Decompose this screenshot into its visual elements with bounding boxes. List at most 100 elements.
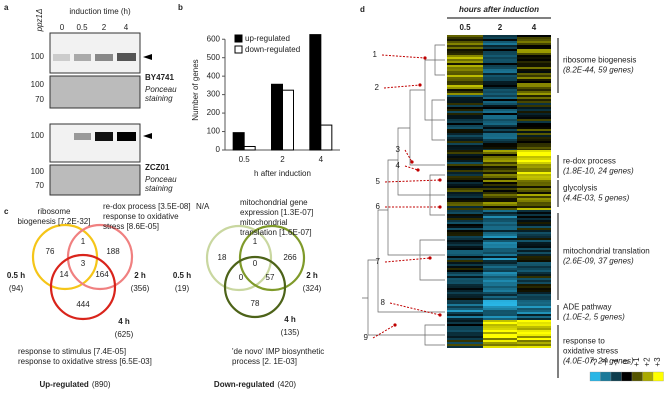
set-count: (356) [131,284,150,293]
heatmap-row [517,252,551,254]
heatmap-row [447,172,483,174]
heatmap-row [483,248,517,250]
heatmap-row [483,208,517,210]
heatmap-row [483,129,517,131]
heatmap-row [517,280,551,282]
heatmap-row [517,49,551,51]
y-tick-label: 600 [207,34,221,43]
heatmap-row [447,176,483,178]
heatmap-row [483,192,517,194]
heatmap-row [517,320,551,322]
heatmap-row [483,111,517,113]
go-term: response to oxidative stress [6.5E-03] [18,357,152,366]
heatmap-row [447,89,483,91]
heatmap-row [447,121,483,123]
go-term: re-dox process [3.5E-08] [103,202,191,211]
heatmap-row [447,286,483,288]
scale-swatch [642,371,654,382]
scale-swatch [600,371,612,382]
cluster-arrowhead [428,256,432,260]
heatmap-row [447,224,483,226]
heatmap-row [483,119,517,121]
heatmap-row [483,131,517,133]
heatmap-row [447,208,483,210]
heatmap-row [483,336,517,338]
y-tick-label: 500 [207,53,221,62]
heatmap-row [447,71,483,73]
marker: 100 [31,131,45,140]
heatmap-row [483,310,517,312]
heatmap-row [447,268,483,270]
heatmap-row [517,242,551,244]
heatmap-row [483,312,517,314]
bar [232,132,245,151]
y-axis-label: Number of genes [191,59,200,120]
heatmap-row [483,186,517,188]
heatmap-row [483,346,517,348]
region-count: 57 [266,273,275,282]
scale-label: -1 [611,358,620,366]
region-count: 78 [251,299,260,308]
heatmap-row [483,332,517,334]
heatmap-row [483,41,517,43]
heatmap-row [483,174,517,176]
heatmap-row [517,67,551,69]
heatmap-row [483,147,517,149]
heatmap-row [517,208,551,210]
set-count: (324) [303,284,322,293]
heatmap-row [517,306,551,308]
heatmap-row [447,326,483,328]
x-tick-label: 2 [280,155,285,164]
heatmap-row [447,292,483,294]
heatmap-row [447,133,483,135]
heatmap-row [483,302,517,304]
heatmap-row [517,338,551,340]
heatmap-row [517,198,551,200]
heatmap-row [517,57,551,59]
heatmap-row [447,162,483,164]
heatmap-row [447,127,483,129]
heatmap-row [483,164,517,166]
heatmap-row [517,286,551,288]
heatmap-row [483,314,517,316]
heatmap-row [517,93,551,95]
heatmap-row [447,206,483,208]
heatmap-row [447,246,483,248]
heatmap-row [447,83,483,85]
region-count: 1 [253,237,258,246]
annotation-term: ribosome biogenesis [563,56,636,65]
ponceau-label: Ponceau [145,85,177,94]
heatmap-row [517,77,551,79]
heatmap-row [483,43,517,45]
region-count: 14 [60,270,69,279]
heatmap-row [447,41,483,43]
heatmap-row [517,119,551,121]
heatmap-row [447,276,483,278]
heatmap-row [447,318,483,320]
bar [320,124,333,151]
heatmap-row [447,202,483,204]
set-name: 0.5 h [7,271,25,280]
heatmap-row [483,328,517,330]
heatmap-row [447,284,483,286]
heatmap-row [447,160,483,162]
heatmap-row [447,91,483,93]
heatmap-row [483,133,517,135]
heatmap-row [447,294,483,296]
set-count: (625) [115,330,134,339]
heatmap-row [517,302,551,304]
venn-set [238,224,306,292]
heatmap-row [483,168,517,170]
heatmap-row [517,117,551,119]
heatmap-row [483,109,517,111]
heatmap-row [483,284,517,286]
marker: 100 [31,52,45,61]
heatmap-row [517,87,551,89]
heatmap-row [517,304,551,306]
go-term: biogenesis [7.2E-32] [18,217,91,226]
cluster-arrowhead [438,313,442,317]
ponceau [49,75,141,109]
heatmap-row [483,288,517,290]
heatmap-row [447,190,483,192]
